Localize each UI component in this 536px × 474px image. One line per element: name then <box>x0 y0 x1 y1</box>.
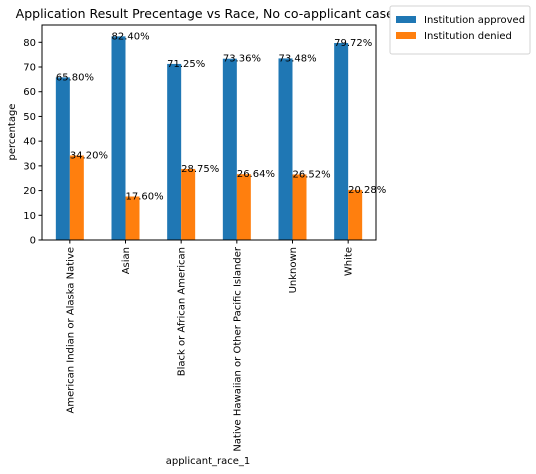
x-axis: American Indian or Alaska Native Asian Bla… <box>65 240 355 452</box>
bar-value-label: 26.52% <box>293 169 331 180</box>
legend-label: Institution approved <box>424 15 525 26</box>
y-tick-label: 30 <box>23 161 36 172</box>
plot-area: 65.80% 82.40% 71.25% 73.36% 73.48% 79.72% 34.2… <box>55 31 386 241</box>
y-axis: 0 10 20 30 40 50 60 70 80 <box>23 38 42 247</box>
legend-swatch <box>396 32 416 39</box>
bar <box>181 168 196 240</box>
x-tick-label: Asian <box>121 247 132 274</box>
bar-value-label: 34.20% <box>70 150 108 161</box>
legend-items: Institution approved Institution denied <box>396 15 525 42</box>
y-tick-label: 20 <box>23 186 36 197</box>
y-tick-label: 10 <box>23 211 36 222</box>
bar <box>278 58 293 240</box>
bar-value-label: 20.28% <box>348 185 386 196</box>
x-tick-label: White <box>344 247 355 276</box>
bar <box>55 77 70 240</box>
plot-frame <box>41 24 377 241</box>
y-tick-label: 70 <box>23 63 36 74</box>
bar-value-label: 73.36% <box>223 54 261 65</box>
bar <box>348 189 363 240</box>
y-tick-label: 40 <box>23 137 36 148</box>
bar <box>334 42 349 241</box>
bar <box>292 174 307 240</box>
bar-value-label: 71.25% <box>167 59 205 70</box>
bar-value-label: 79.72% <box>334 38 372 49</box>
legend: Institution approved Institution denied <box>389 5 531 55</box>
bar-value-label: 28.75% <box>181 164 219 175</box>
bar-value-label: 73.48% <box>279 53 317 64</box>
bar-labels: 65.80% 82.40% 71.25% 73.36% 73.48% 79.72% 34.2… <box>56 31 386 202</box>
bar <box>125 196 140 240</box>
y-tick-label: 80 <box>23 38 36 49</box>
bar-value-label: 17.60% <box>126 192 164 203</box>
x-axis-label: applicant_race_1 <box>166 456 251 467</box>
y-tick-label: 60 <box>23 87 36 98</box>
y-tick-label: 50 <box>23 112 36 123</box>
chart-title: Application Result Precentage vs Race, N… <box>16 6 401 21</box>
x-tick-label: Unknown <box>288 247 299 293</box>
bar-value-label: 82.40% <box>112 31 150 42</box>
bar <box>111 36 126 241</box>
bar <box>69 155 84 240</box>
y-tick-label: 0 <box>30 236 36 247</box>
legend-label: Institution denied <box>424 31 512 42</box>
x-tick-label: Black or African American <box>177 247 188 376</box>
bars <box>55 36 363 241</box>
x-tick-label: American Indian or Alaska Native <box>65 247 76 414</box>
bar-value-label: 65.80% <box>56 72 94 83</box>
bar <box>167 63 182 241</box>
y-axis-label: percentage <box>7 104 18 161</box>
legend-swatch <box>396 16 416 23</box>
legend-frame <box>389 5 531 55</box>
bar <box>222 58 237 241</box>
x-tick-label: Native Hawaiian or Other Pacific Islande… <box>232 246 243 452</box>
bar-value-label: 26.64% <box>237 169 275 180</box>
bar <box>236 174 251 240</box>
